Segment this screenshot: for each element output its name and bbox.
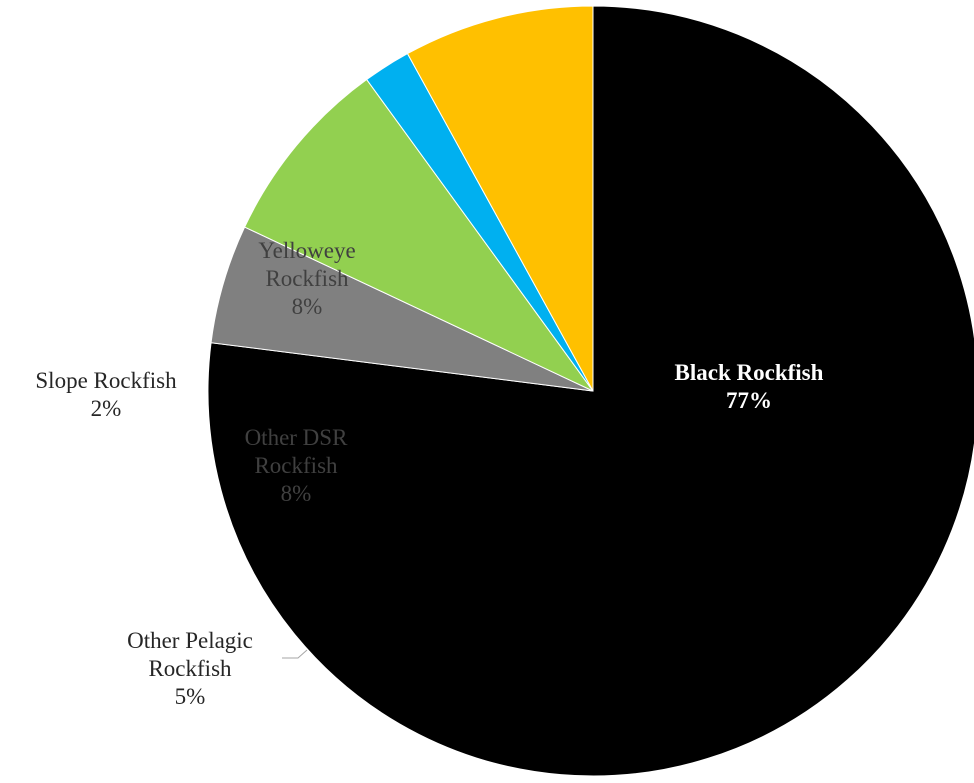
pie-label-line: Rockfish (148, 656, 232, 681)
pie-label-slope-rockfish: Slope Rockfish 2% (35, 368, 177, 421)
pie-slice-other-dsr-rockfish (243, 78, 594, 392)
pie-label-line: 5% (175, 684, 206, 709)
pie-slice-yelloweye-rockfish (406, 5, 594, 392)
pie-leader-lines (282, 649, 308, 659)
pie-label-line: Rockfish (254, 453, 338, 478)
pie-label-line: Other DSR (245, 425, 349, 450)
pie-label-line: Rockfish (265, 266, 349, 291)
pie-label-line: 77% (726, 388, 772, 413)
pie-label-line: 8% (281, 481, 312, 506)
pie-slices (207, 5, 974, 777)
pie-label-line: Slope Rockfish (35, 368, 177, 393)
leader-line-other-pelagic-rockfish (282, 649, 308, 659)
pie-label-line: Other Pelagic (127, 628, 253, 653)
pie-label-line: 2% (91, 396, 122, 421)
pie-label-yelloweye-rockfish: Yelloweye Rockfish 8% (258, 238, 355, 319)
pie-label-line: Black Rockfish (675, 360, 824, 385)
pie-label-other-pelagic-rockfish: Other Pelagic Rockfish 5% (127, 628, 253, 709)
pie-label-other-dsr-rockfish: Other DSR Rockfish 8% (245, 425, 349, 506)
pie-labels: Black Rockfish 77% Other Pelagic Rockfish 5%… (35, 238, 823, 709)
pie-label-black-rockfish: Black Rockfish 77% (675, 360, 824, 413)
pie-label-line: 8% (292, 294, 323, 319)
pie-label-line: Yelloweye (258, 238, 355, 263)
